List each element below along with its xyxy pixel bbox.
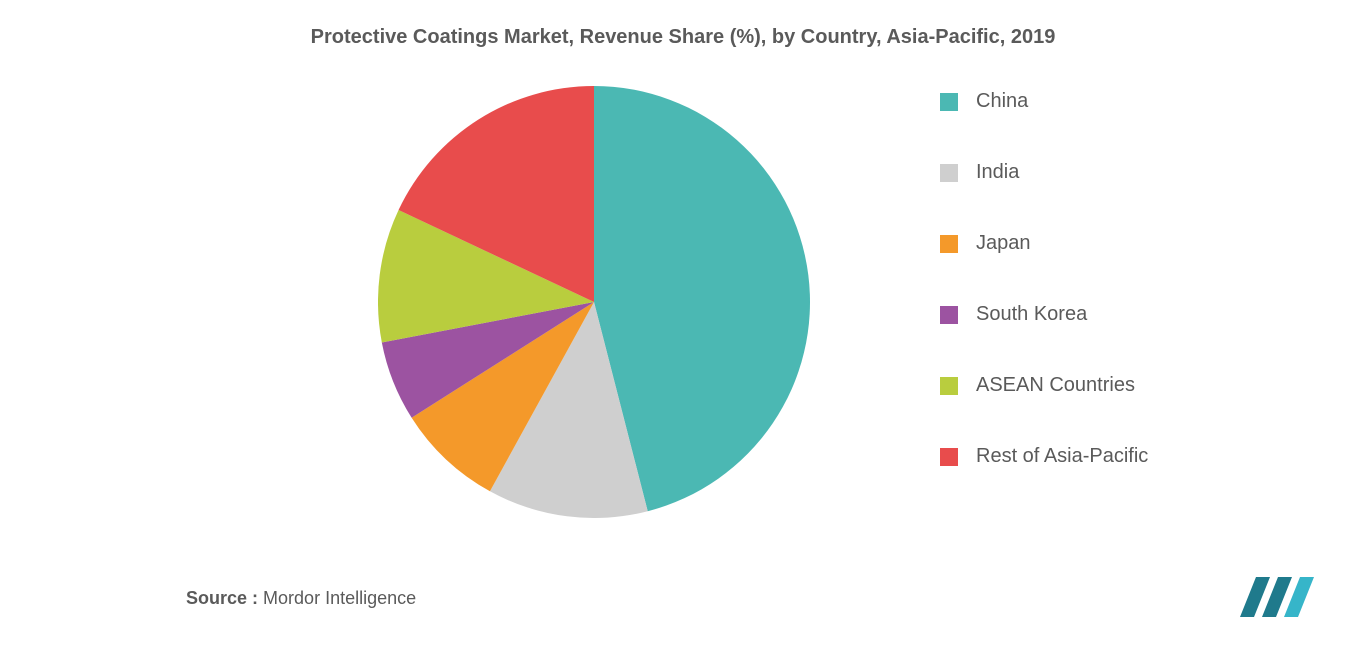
legend-label: South Korea bbox=[976, 303, 1087, 326]
chart-title: Protective Coatings Market, Revenue Shar… bbox=[0, 26, 1366, 49]
legend-label: Rest of Asia-Pacific bbox=[976, 445, 1148, 468]
legend-swatch bbox=[940, 377, 958, 395]
legend-label: Japan bbox=[976, 232, 1031, 255]
legend-item: China bbox=[940, 90, 1148, 113]
legend-swatch bbox=[940, 93, 958, 111]
legend-swatch bbox=[940, 306, 958, 324]
legend-label: ASEAN Countries bbox=[976, 374, 1135, 397]
pie-chart bbox=[378, 86, 810, 518]
source-value: Mordor Intelligence bbox=[263, 588, 416, 608]
legend-swatch bbox=[940, 164, 958, 182]
legend-label: India bbox=[976, 161, 1019, 184]
source-label: Source : bbox=[186, 588, 258, 608]
source-line: Source : Mordor Intelligence bbox=[186, 588, 416, 609]
legend-item: Rest of Asia-Pacific bbox=[940, 445, 1148, 468]
legend-swatch bbox=[940, 448, 958, 466]
legend-swatch bbox=[940, 235, 958, 253]
legend-item: ASEAN Countries bbox=[940, 374, 1148, 397]
legend-item: South Korea bbox=[940, 303, 1148, 326]
legend-item: Japan bbox=[940, 232, 1148, 255]
legend: China India Japan South Korea ASEAN Countrie… bbox=[940, 90, 1148, 468]
brand-logo bbox=[1236, 573, 1322, 617]
legend-item: India bbox=[940, 161, 1148, 184]
legend-label: China bbox=[976, 90, 1028, 113]
chart-wrapper: Protective Coatings Market, Revenue Shar… bbox=[0, 0, 1366, 655]
